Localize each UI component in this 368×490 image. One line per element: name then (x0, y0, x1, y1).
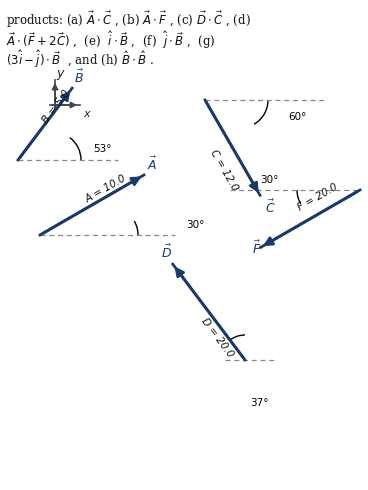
Text: $\vec{C}$: $\vec{C}$ (265, 198, 276, 216)
Text: B = 5.0: B = 5.0 (41, 88, 72, 125)
Text: 30°: 30° (260, 175, 278, 185)
Text: $\vec{B}$: $\vec{B}$ (74, 69, 84, 86)
Text: $\vec{F}$: $\vec{F}$ (252, 240, 262, 257)
Text: C = 12.0: C = 12.0 (208, 148, 240, 193)
Text: F = 20.0: F = 20.0 (297, 182, 340, 213)
Text: $\vec{A} \cdot (\vec{F} + 2 \vec{C})$ ,  (e)  $\hat{i} \cdot \vec{B}$ ,  (f)  $\: $\vec{A} \cdot (\vec{F} + 2 \vec{C})$ , … (6, 29, 216, 51)
Text: 37°: 37° (250, 398, 269, 408)
Text: products: (a) $\vec{A} \cdot \vec{C}$ , (b) $\vec{A} \cdot \vec{F}$ , (c) $\vec{: products: (a) $\vec{A} \cdot \vec{C}$ , … (6, 10, 251, 30)
Text: A = 10.0: A = 10.0 (84, 173, 128, 205)
Text: $(3 \hat{i} - \hat{j}) \cdot \vec{B}$  , and (h) $\hat{B} \cdot \hat{B}$ .: $(3 \hat{i} - \hat{j}) \cdot \vec{B}$ , … (6, 48, 154, 70)
Text: 30°: 30° (186, 220, 204, 230)
Text: $\vec{A}$: $\vec{A}$ (147, 156, 157, 173)
Text: D = 20.0: D = 20.0 (199, 316, 235, 359)
Text: $x$: $x$ (83, 109, 92, 119)
Text: 53°: 53° (93, 144, 112, 154)
Text: $y$: $y$ (56, 68, 66, 82)
Text: 60°: 60° (288, 112, 307, 122)
Text: $\vec{D}$: $\vec{D}$ (161, 244, 172, 261)
